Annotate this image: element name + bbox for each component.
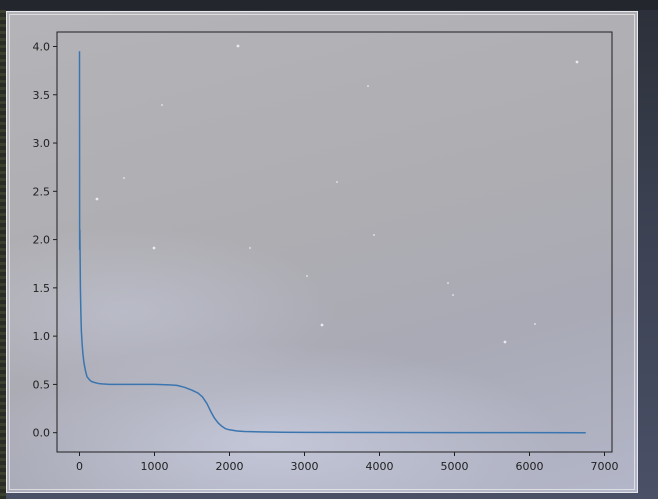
x-tick-label-6000: 6000 [516, 460, 544, 473]
y-tick-label-0.5: 0.5 [33, 378, 51, 391]
series [78, 51, 586, 434]
axes-frame [56, 31, 613, 453]
x-axis: 0 1000 2000 3000 4000 5000 6000 7000 [76, 452, 619, 473]
star-9 [503, 340, 507, 344]
x-tick-label-2000: 2000 [216, 460, 244, 473]
star-1 [123, 177, 125, 179]
x-tick-label-5000: 5000 [441, 460, 469, 473]
x-tick-label-3000: 3000 [291, 460, 319, 473]
star-15 [575, 60, 579, 64]
star-12 [152, 246, 156, 250]
star-13 [249, 247, 251, 249]
star-5 [336, 181, 338, 183]
x-tick-label-0: 0 [76, 460, 83, 473]
star-14 [306, 275, 308, 277]
star-6 [320, 323, 324, 327]
star-0 [95, 197, 99, 201]
y-tick-label-4.0: 4.0 [33, 40, 51, 53]
line-chart: 0 1000 2000 3000 4000 5000 6000 7000 0.0 0.5 1.0 1… [33, 31, 619, 473]
left-window-edge [0, 10, 6, 499]
y-axis: 0.0 0.5 1.0 1.5 2.0 2.5 3.0 3.5 4.0 [33, 40, 57, 440]
x-tick-label-4000: 4000 [366, 460, 394, 473]
star-2 [161, 104, 163, 106]
y-tick-label-2.0: 2.0 [33, 234, 51, 247]
background-stars [95, 44, 579, 344]
star-8 [452, 294, 454, 296]
star-7 [447, 282, 449, 284]
top-panel [0, 0, 658, 10]
star-3 [236, 44, 240, 48]
y-tick-label-1.5: 1.5 [33, 282, 51, 295]
series-line-0 [78, 51, 586, 434]
y-tick-label-3.5: 3.5 [33, 89, 51, 102]
x-tick-label-1000: 1000 [141, 460, 169, 473]
x-tick-label-7000: 7000 [591, 460, 619, 473]
y-tick-label-3.0: 3.0 [33, 137, 51, 150]
y-tick-label-1.0: 1.0 [33, 330, 51, 343]
star-10 [373, 234, 375, 236]
star-11 [534, 323, 536, 325]
y-tick-label-2.5: 2.5 [33, 185, 51, 198]
plot-window: 0 1000 2000 3000 4000 5000 6000 7000 0.0 0.5 1.0 1… [6, 11, 638, 493]
y-tick-label-0.0: 0.0 [33, 427, 51, 440]
star-4 [367, 85, 369, 87]
